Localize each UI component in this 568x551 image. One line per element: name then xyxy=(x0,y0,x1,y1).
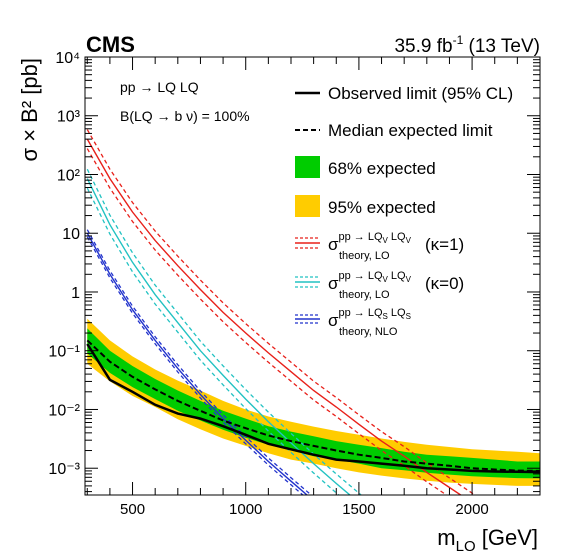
axis-ticks: 500 1000 1500 2000 10⁴ 10³ 10² 10 1 10⁻¹ 10⁻² 10⁻³ xyxy=(48,50,541,518)
legend-scalar-label: σpp → LQS LQS xyxy=(328,307,411,330)
theory-kappa0-up-line xyxy=(86,168,363,495)
legend-scalar-sub: theory, NLO xyxy=(339,326,398,338)
legend-kappa1-suffix: (κ=1) xyxy=(425,235,464,254)
band-68 xyxy=(87,328,540,479)
legend-kappa0-sub: theory, LO xyxy=(339,289,390,301)
theory-kappa0-line xyxy=(86,178,351,495)
y-tick-label: 10⁻² xyxy=(48,402,80,419)
legend-68-swatch xyxy=(295,156,320,178)
legend-95-swatch xyxy=(295,195,320,217)
branching-annotation: B(LQ → b ν) = 100% xyxy=(120,108,250,124)
x-tick-label: 1500 xyxy=(342,501,375,518)
x-tick-label: 2000 xyxy=(455,501,488,518)
y-axis-label: σ × B² [pb] xyxy=(17,58,42,161)
lumi-label: 35.9 fb-1 (13 TeV) xyxy=(394,33,540,57)
limit-curves xyxy=(86,339,540,474)
y-tick-label: 10⁻³ xyxy=(48,461,80,478)
theory-scalar-line xyxy=(86,232,309,495)
x-tick-label: 500 xyxy=(120,501,145,518)
process-annotation: pp → LQ LQ xyxy=(120,79,199,95)
experiment-label: CMS xyxy=(86,32,135,57)
legend-observed-label: Observed limit (95% CL) xyxy=(328,84,513,103)
theory-curves xyxy=(86,129,477,495)
y-tick-label: 10³ xyxy=(57,109,81,126)
theory-kappa1-down-line xyxy=(86,148,448,495)
y-tick-label: 10² xyxy=(57,167,81,184)
legend-68-label: 68% expected xyxy=(328,159,436,178)
theory-kappa0-down-line xyxy=(86,187,340,495)
legend-expected-label: Median expected limit xyxy=(328,121,493,140)
x-tick-label: 1000 xyxy=(229,501,262,518)
y-tick-label: 10 xyxy=(62,226,80,243)
legend-kappa0-label: σpp → LQV LQV xyxy=(328,270,412,293)
plot-frame xyxy=(84,56,541,496)
legend-95-label: 95% expected xyxy=(328,198,436,217)
legend-scalar: σpp → LQS LQS theory, NLO xyxy=(295,307,411,338)
y-tick-label: 10⁻¹ xyxy=(48,344,80,361)
theory-kappa1-up-line xyxy=(86,129,477,495)
legend-kappa1-sub: theory, LO xyxy=(339,250,390,262)
y-tick-label: 10⁴ xyxy=(55,50,80,67)
legend-kappa0-suffix: (κ=0) xyxy=(425,274,464,293)
observed-limit-line xyxy=(86,343,540,474)
legend-kappa1: σpp → LQV LQV theory, LO (κ=1) xyxy=(295,231,464,262)
x-axis-label: mLQ [GeV] xyxy=(437,525,538,551)
legend: Observed limit (95% CL) Median expected … xyxy=(295,84,513,338)
expected-limit-line xyxy=(86,339,540,472)
legend-kappa1-label: σpp → LQV LQV xyxy=(328,231,412,254)
legend-kappa0: σpp → LQV LQV theory, LO (κ=0) xyxy=(295,270,464,301)
y-tick-label: 1 xyxy=(71,285,80,302)
theory-kappa1-line xyxy=(86,138,462,495)
